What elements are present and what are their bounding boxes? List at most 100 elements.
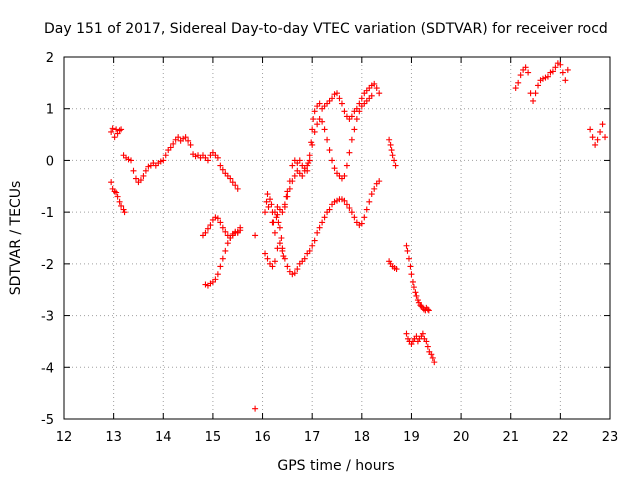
data-point [142, 167, 149, 174]
x-tick-label: 17 [304, 430, 321, 445]
series-track-k [512, 60, 571, 104]
x-tick-labels: 12 13 14 15 16 17 18 19 20 21 22 23 [56, 430, 619, 445]
data-point [424, 306, 431, 313]
data-point [361, 214, 368, 221]
x-tick-label: 14 [155, 430, 172, 445]
data-point [410, 284, 417, 291]
data-point [311, 128, 318, 135]
data-point [219, 224, 226, 231]
data-point [271, 229, 278, 236]
data-point [306, 247, 313, 254]
data-point [185, 137, 192, 144]
data-point [268, 201, 275, 208]
data-point [114, 193, 121, 200]
series-track-l [587, 121, 609, 148]
data-point [403, 330, 410, 337]
y-tick-label: 1 [46, 103, 54, 118]
data-point [346, 205, 353, 212]
data-point [202, 229, 209, 236]
data-point [222, 247, 229, 254]
data-point [234, 185, 241, 192]
data-point [252, 232, 259, 239]
data-point [376, 178, 383, 185]
data-point [207, 222, 214, 229]
data-point [424, 343, 431, 350]
data-point [306, 152, 313, 159]
series-track-f [262, 178, 383, 278]
data-point [428, 351, 435, 358]
x-tick-label: 21 [502, 430, 519, 445]
series-track-a [108, 125, 241, 192]
data-point [289, 162, 296, 169]
data-point [594, 136, 601, 143]
data-point [309, 141, 316, 148]
data-point [286, 185, 293, 192]
data-point [204, 157, 211, 164]
y-tick-label: -5 [41, 413, 54, 428]
data-point [316, 224, 323, 231]
data-point [279, 247, 286, 254]
data-point [341, 172, 348, 179]
data-point [273, 214, 280, 221]
series-track-b [108, 179, 128, 216]
data-point [311, 108, 318, 115]
data-point [388, 147, 395, 154]
data-point [296, 157, 303, 164]
data-point [407, 263, 414, 270]
grid [64, 57, 610, 419]
data-point [219, 255, 226, 262]
data-point [373, 85, 380, 92]
x-tick-label: 15 [205, 430, 222, 445]
data-point [412, 289, 419, 296]
data-point [429, 354, 436, 361]
data-point [262, 250, 269, 257]
data-point [525, 69, 532, 76]
data-point [405, 255, 412, 262]
data-point [264, 255, 271, 262]
data-point [114, 130, 121, 137]
data-point [162, 152, 169, 159]
data-point [265, 203, 272, 210]
data-point [108, 128, 115, 135]
data-point [269, 219, 276, 226]
x-tick-label: 12 [56, 430, 73, 445]
data-point [214, 271, 221, 278]
data-point [227, 175, 234, 182]
data-point [423, 338, 430, 345]
data-point [140, 172, 147, 179]
data-point [368, 191, 375, 198]
data-point [425, 307, 432, 314]
data-point [392, 162, 399, 169]
data-point [532, 90, 539, 97]
data-point [266, 196, 273, 203]
data-point [217, 263, 224, 270]
data-point [334, 90, 340, 97]
data-point [121, 209, 128, 216]
data-point [389, 152, 396, 159]
data-point [118, 126, 125, 133]
series-track-i [403, 242, 432, 314]
data-point [306, 157, 313, 164]
data-point [310, 116, 317, 123]
y-axis-label: SDTVAR / TECUs [8, 181, 24, 296]
data-point [262, 209, 269, 216]
series-track-c [199, 214, 244, 241]
data-point [279, 209, 286, 216]
x-tick-label: 22 [552, 430, 569, 445]
x-tick-label: 18 [354, 430, 371, 445]
data-point [132, 175, 139, 182]
data-point [348, 209, 355, 216]
x-tick-label: 16 [254, 430, 271, 445]
data-point [589, 134, 596, 141]
data-point [299, 172, 306, 179]
data-point [597, 128, 604, 135]
data-point [413, 292, 420, 299]
data-point [376, 90, 383, 97]
data-point [214, 154, 221, 161]
data-point [263, 198, 270, 205]
data-point [264, 191, 271, 198]
data-point [160, 157, 167, 164]
data-point [271, 209, 278, 216]
data-point [512, 85, 519, 92]
